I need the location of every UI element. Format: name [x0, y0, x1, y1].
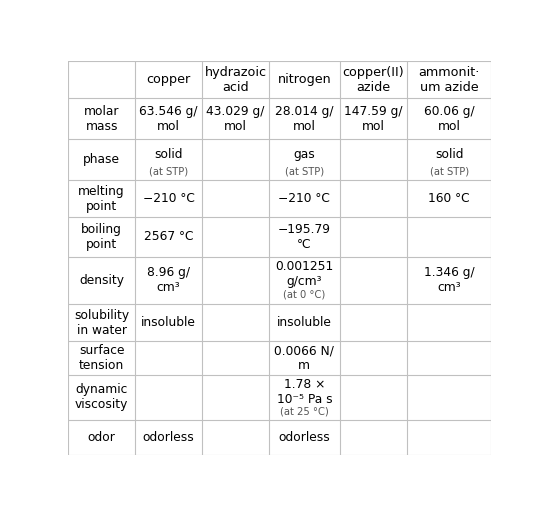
Text: boiling
point: boiling point [81, 223, 122, 251]
Text: (at STP): (at STP) [149, 167, 188, 177]
Text: (at STP): (at STP) [430, 167, 468, 177]
Text: −210 °C: −210 °C [278, 192, 330, 205]
Text: (at 25 °C): (at 25 °C) [280, 406, 329, 416]
Text: dynamic
viscosity: dynamic viscosity [75, 383, 128, 411]
Text: 60.06 g/
mol: 60.06 g/ mol [424, 105, 474, 133]
Text: copper: copper [146, 73, 191, 86]
Text: (at STP): (at STP) [285, 167, 324, 177]
Text: odorless: odorless [143, 431, 194, 444]
Text: 2567 °C: 2567 °C [144, 230, 193, 243]
Text: 63.546 g/
mol: 63.546 g/ mol [139, 105, 198, 133]
Text: −195.79
°C: −195.79 °C [278, 223, 331, 251]
Text: melting
point: melting point [79, 184, 125, 213]
Text: insoluble: insoluble [277, 316, 332, 329]
Text: (at 0 °C): (at 0 °C) [283, 289, 325, 299]
Text: −210 °C: −210 °C [143, 192, 194, 205]
Text: 147.59 g/
mol: 147.59 g/ mol [344, 105, 402, 133]
Text: surface
tension: surface tension [79, 344, 124, 372]
Text: phase: phase [83, 153, 120, 166]
Text: solid: solid [435, 148, 464, 161]
Text: solubility
in water: solubility in water [74, 309, 129, 337]
Text: copper(II)
azide: copper(II) azide [342, 66, 404, 94]
Text: molar
mass: molar mass [84, 105, 120, 133]
Text: 28.014 g/
mol: 28.014 g/ mol [275, 105, 334, 133]
Text: hydrazoic
acid: hydrazoic acid [204, 66, 266, 94]
Text: 0.0066 N/
m: 0.0066 N/ m [275, 344, 334, 372]
Text: gas: gas [294, 148, 315, 161]
Text: 8.96 g/
cm³: 8.96 g/ cm³ [147, 266, 190, 294]
Text: odor: odor [88, 431, 116, 444]
Text: 43.029 g/
mol: 43.029 g/ mol [206, 105, 265, 133]
Text: density: density [79, 274, 124, 287]
Text: 160 °C: 160 °C [428, 192, 470, 205]
Text: 0.001251
g/cm³: 0.001251 g/cm³ [275, 260, 334, 288]
Text: ammonit·
um azide: ammonit· um azide [418, 66, 480, 94]
Text: nitrogen: nitrogen [277, 73, 331, 86]
Text: 1.346 g/
cm³: 1.346 g/ cm³ [424, 266, 474, 294]
Text: 1.78 ×
10⁻⁵ Pa s: 1.78 × 10⁻⁵ Pa s [277, 378, 332, 406]
Text: solid: solid [155, 148, 183, 161]
Text: insoluble: insoluble [141, 316, 196, 329]
Text: odorless: odorless [278, 431, 330, 444]
